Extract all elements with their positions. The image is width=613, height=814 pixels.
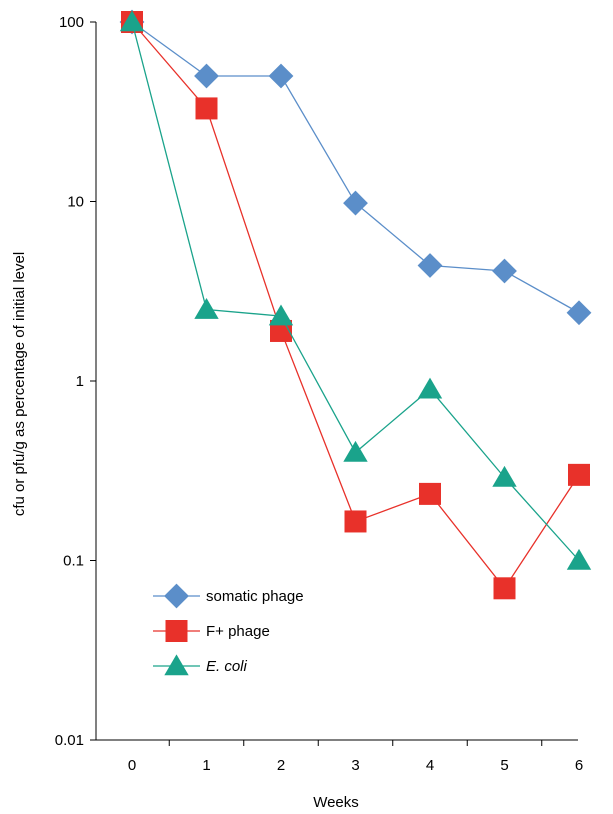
y-tick-label: 10 [67, 194, 84, 211]
data-point [195, 97, 218, 120]
data-point [566, 548, 592, 570]
y-tick-label: 0.1 [63, 553, 84, 570]
data-point [344, 510, 367, 533]
legend: somatic phage F+ phage E. coli [153, 583, 304, 676]
x-tick-label: 2 [277, 757, 285, 774]
x-axis-ticks: 0 1 2 3 4 5 6 [128, 740, 583, 774]
series-2 [119, 10, 592, 570]
legend-marker [164, 583, 189, 609]
x-tick-label: 0 [128, 757, 136, 774]
legend-item: somatic phage [153, 583, 304, 609]
series-layer [119, 9, 592, 600]
data-point [417, 377, 443, 399]
legend-label: F+ phage [206, 623, 270, 640]
data-point [194, 297, 219, 319]
legend-marker [164, 654, 189, 676]
legend-label: E. coli [206, 658, 248, 675]
data-point [268, 304, 294, 326]
data-point [119, 10, 145, 32]
legend-marker [165, 620, 188, 642]
series-1 [121, 11, 590, 600]
x-tick-label: 1 [202, 757, 210, 774]
x-axis-label: Weeks [313, 794, 359, 811]
legend-label: somatic phage [206, 588, 304, 605]
data-point [343, 190, 368, 216]
data-point [493, 577, 516, 600]
y-axis-ticks: 0.01 0.1 1 10 100 [55, 14, 96, 749]
data-point [194, 63, 219, 89]
data-point [268, 63, 294, 89]
x-tick-label: 5 [500, 757, 508, 774]
legend-item: E. coli [153, 654, 248, 676]
data-point [492, 465, 517, 487]
series-0 [119, 9, 592, 326]
y-tick-label: 100 [59, 14, 84, 31]
y-axis-label: cfu or pfu/g as percentage of initial le… [11, 252, 28, 516]
data-point [492, 258, 517, 284]
x-tick-label: 4 [426, 757, 434, 774]
y-tick-label: 1 [76, 373, 84, 390]
x-tick-label: 6 [575, 757, 583, 774]
data-point [568, 463, 590, 486]
data-point [566, 300, 592, 326]
data-point [419, 482, 441, 505]
legend-item: F+ phage [153, 620, 270, 642]
x-tick-label: 3 [351, 757, 359, 774]
y-tick-label: 0.01 [55, 732, 84, 749]
data-point [343, 440, 368, 462]
data-point [417, 253, 443, 278]
